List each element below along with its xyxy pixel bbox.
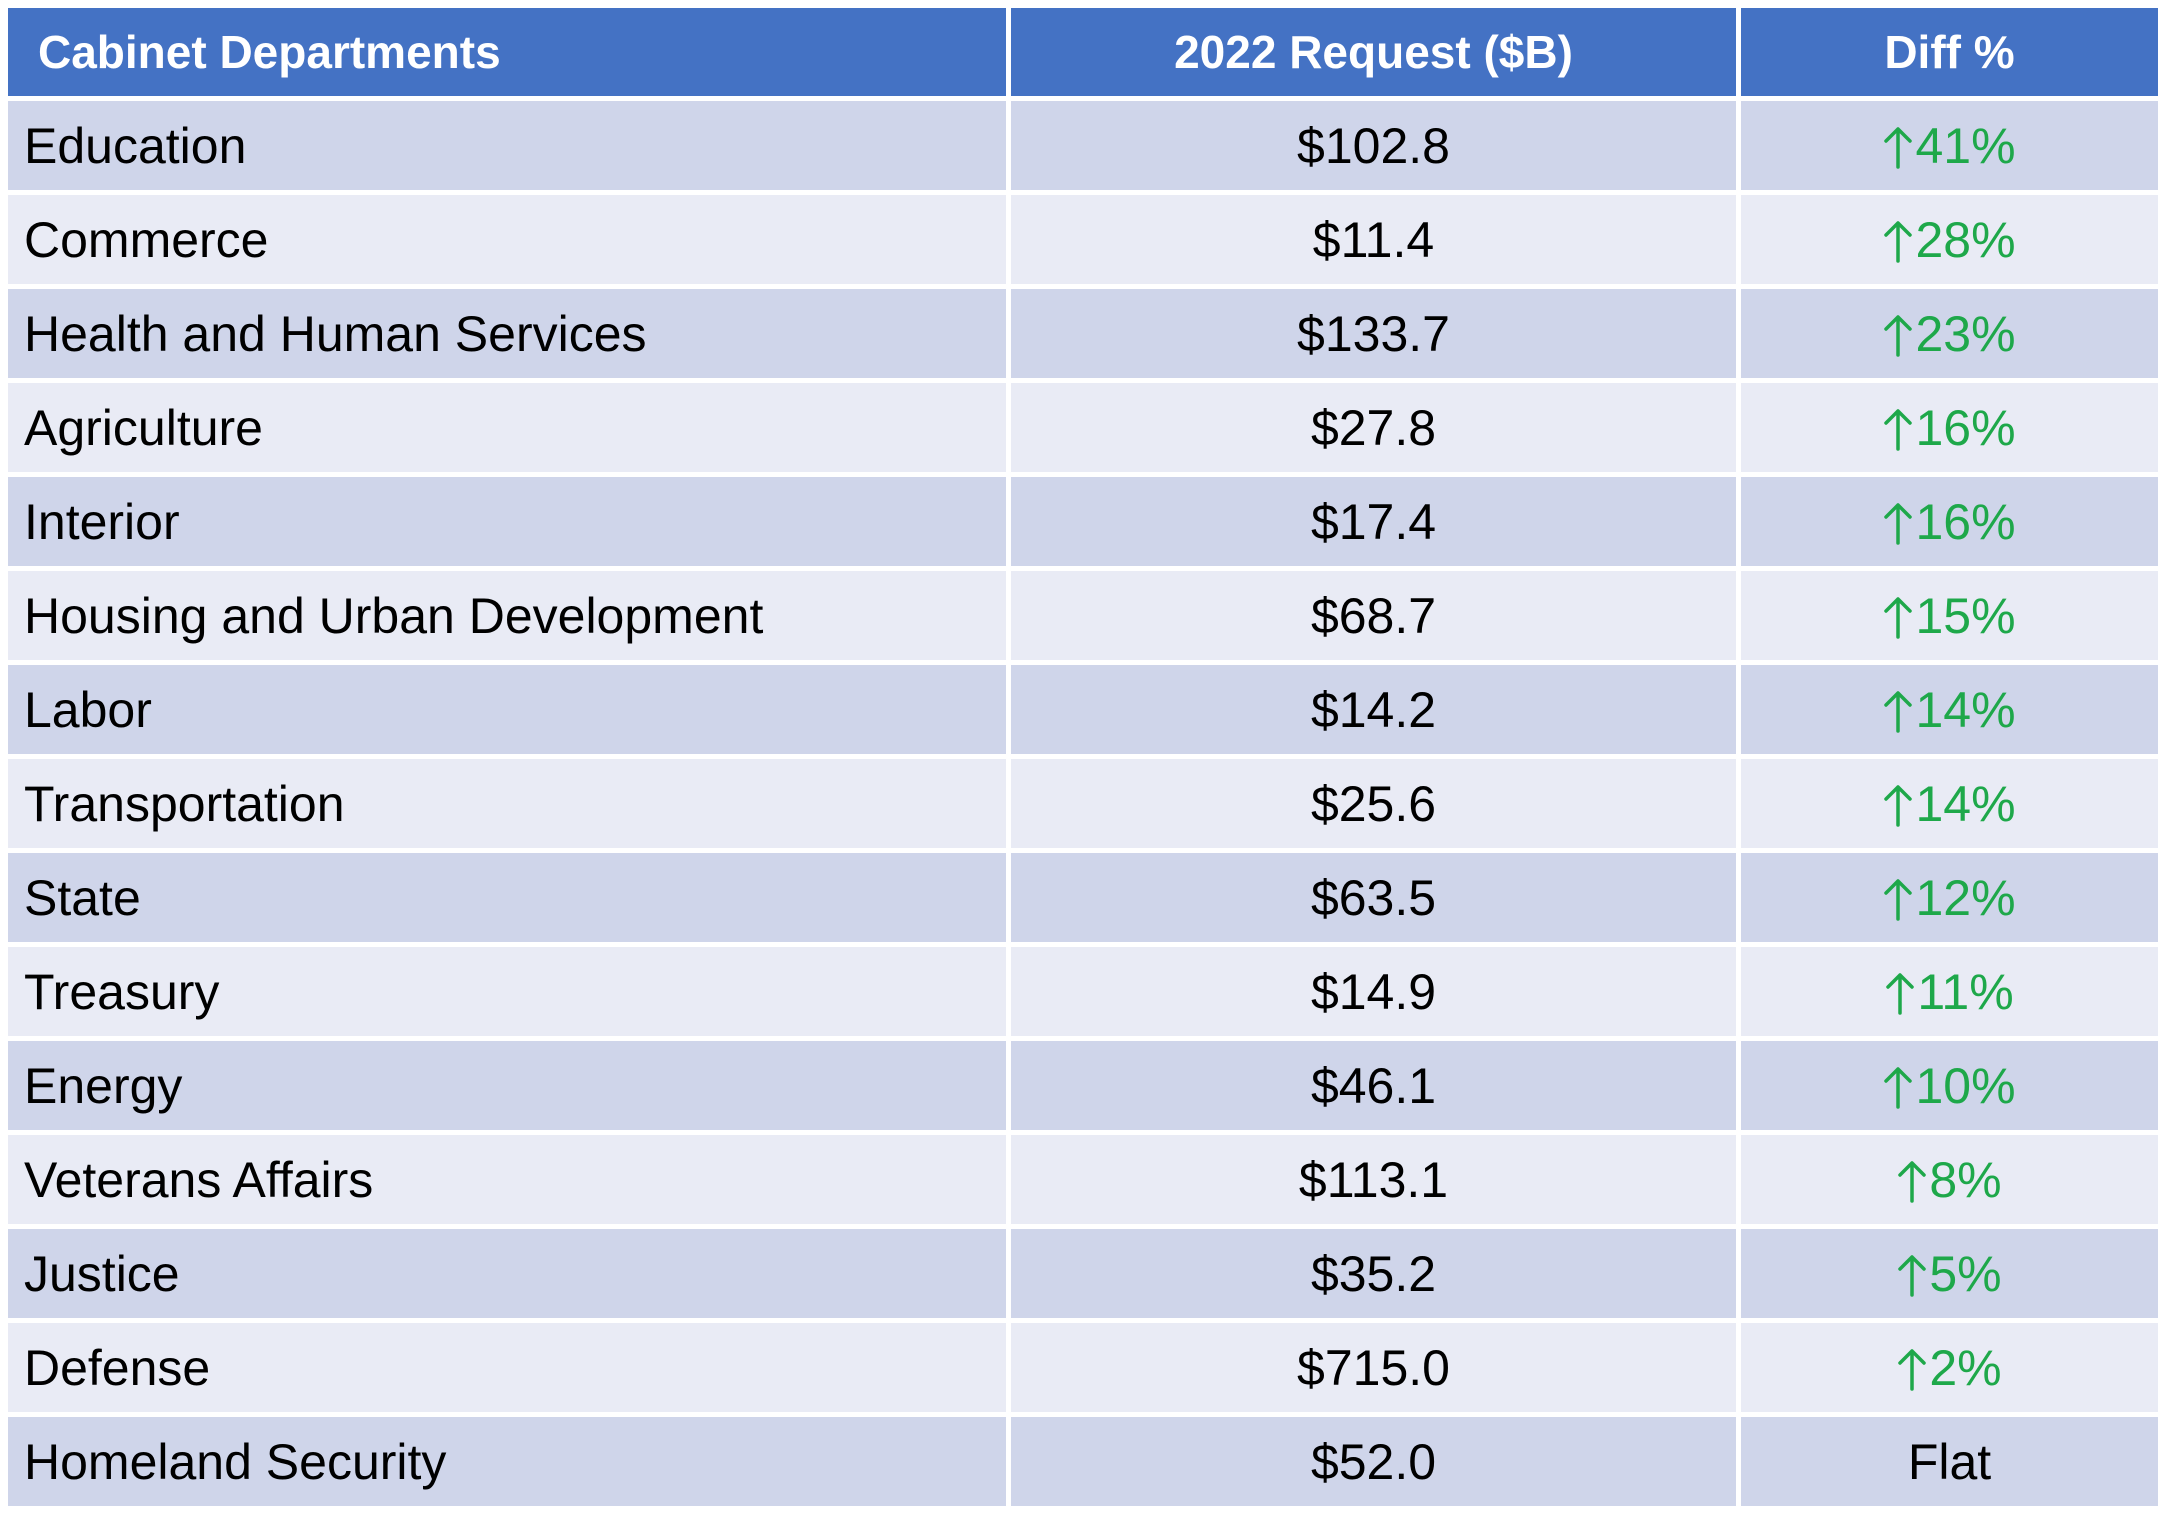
table-row: Veterans Affairs $113.1 8% xyxy=(8,1135,2158,1224)
diff-value: 5% xyxy=(1929,1245,2002,1302)
arrow-up-icon xyxy=(1884,220,1913,263)
arrow-up-icon xyxy=(1884,878,1913,921)
diff-cell: 5% xyxy=(1741,1229,2158,1318)
arrow-up-icon xyxy=(1884,314,1913,357)
request-cell: $715.0 xyxy=(1011,1323,1736,1412)
budget-table-container: Cabinet Departments 2022 Request ($B) Di… xyxy=(8,8,2158,1506)
diff-cell: 8% xyxy=(1741,1135,2158,1224)
arrow-up-icon xyxy=(1884,126,1913,169)
diff-cell: 14% xyxy=(1741,759,2158,848)
table-row: Commerce $11.4 28% xyxy=(8,195,2158,284)
table-row: Homeland Security $52.0 Flat xyxy=(8,1417,2158,1506)
diff-value: Flat xyxy=(1907,1433,1992,1490)
request-cell: $25.6 xyxy=(1011,759,1736,848)
table-row: Interior $17.4 16% xyxy=(8,477,2158,566)
diff-cell: 23% xyxy=(1741,289,2158,378)
diff-value: 14% xyxy=(1915,775,2016,832)
department-cell: Health and Human Services xyxy=(8,289,1006,378)
department-cell: Interior xyxy=(8,477,1006,566)
arrow-up-icon xyxy=(1884,596,1913,639)
request-cell: $52.0 xyxy=(1011,1417,1736,1506)
table-row: Education $102.8 41% xyxy=(8,101,2158,190)
request-cell: $46.1 xyxy=(1011,1041,1736,1130)
table-body: Education $102.8 41% Commerce $11.4 28% Health… xyxy=(8,101,2158,1506)
request-cell: $102.8 xyxy=(1011,101,1736,190)
header-row: Cabinet Departments 2022 Request ($B) Di… xyxy=(8,8,2158,96)
request-cell: $17.4 xyxy=(1011,477,1736,566)
diff-cell: 16% xyxy=(1741,477,2158,566)
arrow-up-icon xyxy=(1884,784,1913,827)
department-cell: Treasury xyxy=(8,947,1006,1036)
department-cell: State xyxy=(8,853,1006,942)
diff-cell: 15% xyxy=(1741,571,2158,660)
column-header-department: Cabinet Departments xyxy=(8,8,1006,96)
diff-cell: 14% xyxy=(1741,665,2158,754)
table-row: Housing and Urban Development $68.7 15% xyxy=(8,571,2158,660)
table-row: Defense $715.0 2% xyxy=(8,1323,2158,1412)
department-cell: Veterans Affairs xyxy=(8,1135,1006,1224)
table-row: Treasury $14.9 11% xyxy=(8,947,2158,1036)
request-cell: $63.5 xyxy=(1011,853,1736,942)
diff-cell: 16% xyxy=(1741,383,2158,472)
department-cell: Homeland Security xyxy=(8,1417,1006,1506)
diff-cell: Flat xyxy=(1741,1417,2158,1506)
arrow-up-icon xyxy=(1886,972,1915,1015)
diff-value: 41% xyxy=(1915,117,2016,174)
diff-value: 23% xyxy=(1915,305,2016,362)
table-row: Transportation $25.6 14% xyxy=(8,759,2158,848)
diff-cell: 12% xyxy=(1741,853,2158,942)
table-row: Agriculture $27.8 16% xyxy=(8,383,2158,472)
arrow-up-icon xyxy=(1884,502,1913,545)
diff-cell: 28% xyxy=(1741,195,2158,284)
diff-cell: 10% xyxy=(1741,1041,2158,1130)
budget-table: Cabinet Departments 2022 Request ($B) Di… xyxy=(3,3,2163,1511)
diff-value: 28% xyxy=(1915,211,2016,268)
diff-value: 14% xyxy=(1915,681,2016,738)
diff-value: 2% xyxy=(1929,1339,2002,1396)
request-cell: $27.8 xyxy=(1011,383,1736,472)
diff-value: 16% xyxy=(1915,399,2016,456)
table-row: Energy $46.1 10% xyxy=(8,1041,2158,1130)
request-cell: $11.4 xyxy=(1011,195,1736,284)
arrow-up-icon xyxy=(1898,1160,1927,1203)
department-cell: Education xyxy=(8,101,1006,190)
department-cell: Agriculture xyxy=(8,383,1006,472)
diff-cell: 41% xyxy=(1741,101,2158,190)
diff-cell: 11% xyxy=(1741,947,2158,1036)
diff-value: 8% xyxy=(1929,1151,2002,1208)
arrow-up-icon xyxy=(1884,690,1913,733)
table-row: Health and Human Services $133.7 23% xyxy=(8,289,2158,378)
arrow-up-icon xyxy=(1898,1348,1927,1391)
department-cell: Labor xyxy=(8,665,1006,754)
arrow-up-icon xyxy=(1884,1066,1913,1109)
table-row: Justice $35.2 5% xyxy=(8,1229,2158,1318)
request-cell: $133.7 xyxy=(1011,289,1736,378)
diff-value: 10% xyxy=(1915,1057,2016,1114)
arrow-up-icon xyxy=(1884,408,1913,451)
request-cell: $113.1 xyxy=(1011,1135,1736,1224)
diff-value: 16% xyxy=(1915,493,2016,550)
diff-value: 11% xyxy=(1917,963,2014,1020)
department-cell: Transportation xyxy=(8,759,1006,848)
department-cell: Defense xyxy=(8,1323,1006,1412)
arrow-up-icon xyxy=(1898,1254,1927,1297)
table-row: State $63.5 12% xyxy=(8,853,2158,942)
request-cell: $14.2 xyxy=(1011,665,1736,754)
column-header-request: 2022 Request ($B) xyxy=(1011,8,1736,96)
request-cell: $35.2 xyxy=(1011,1229,1736,1318)
department-cell: Justice xyxy=(8,1229,1006,1318)
diff-value: 12% xyxy=(1915,869,2016,926)
request-cell: $68.7 xyxy=(1011,571,1736,660)
diff-value: 15% xyxy=(1915,587,2016,644)
request-cell: $14.9 xyxy=(1011,947,1736,1036)
column-header-diff: Diff % xyxy=(1741,8,2158,96)
department-cell: Commerce xyxy=(8,195,1006,284)
diff-cell: 2% xyxy=(1741,1323,2158,1412)
department-cell: Energy xyxy=(8,1041,1006,1130)
table-row: Labor $14.2 14% xyxy=(8,665,2158,754)
department-cell: Housing and Urban Development xyxy=(8,571,1006,660)
